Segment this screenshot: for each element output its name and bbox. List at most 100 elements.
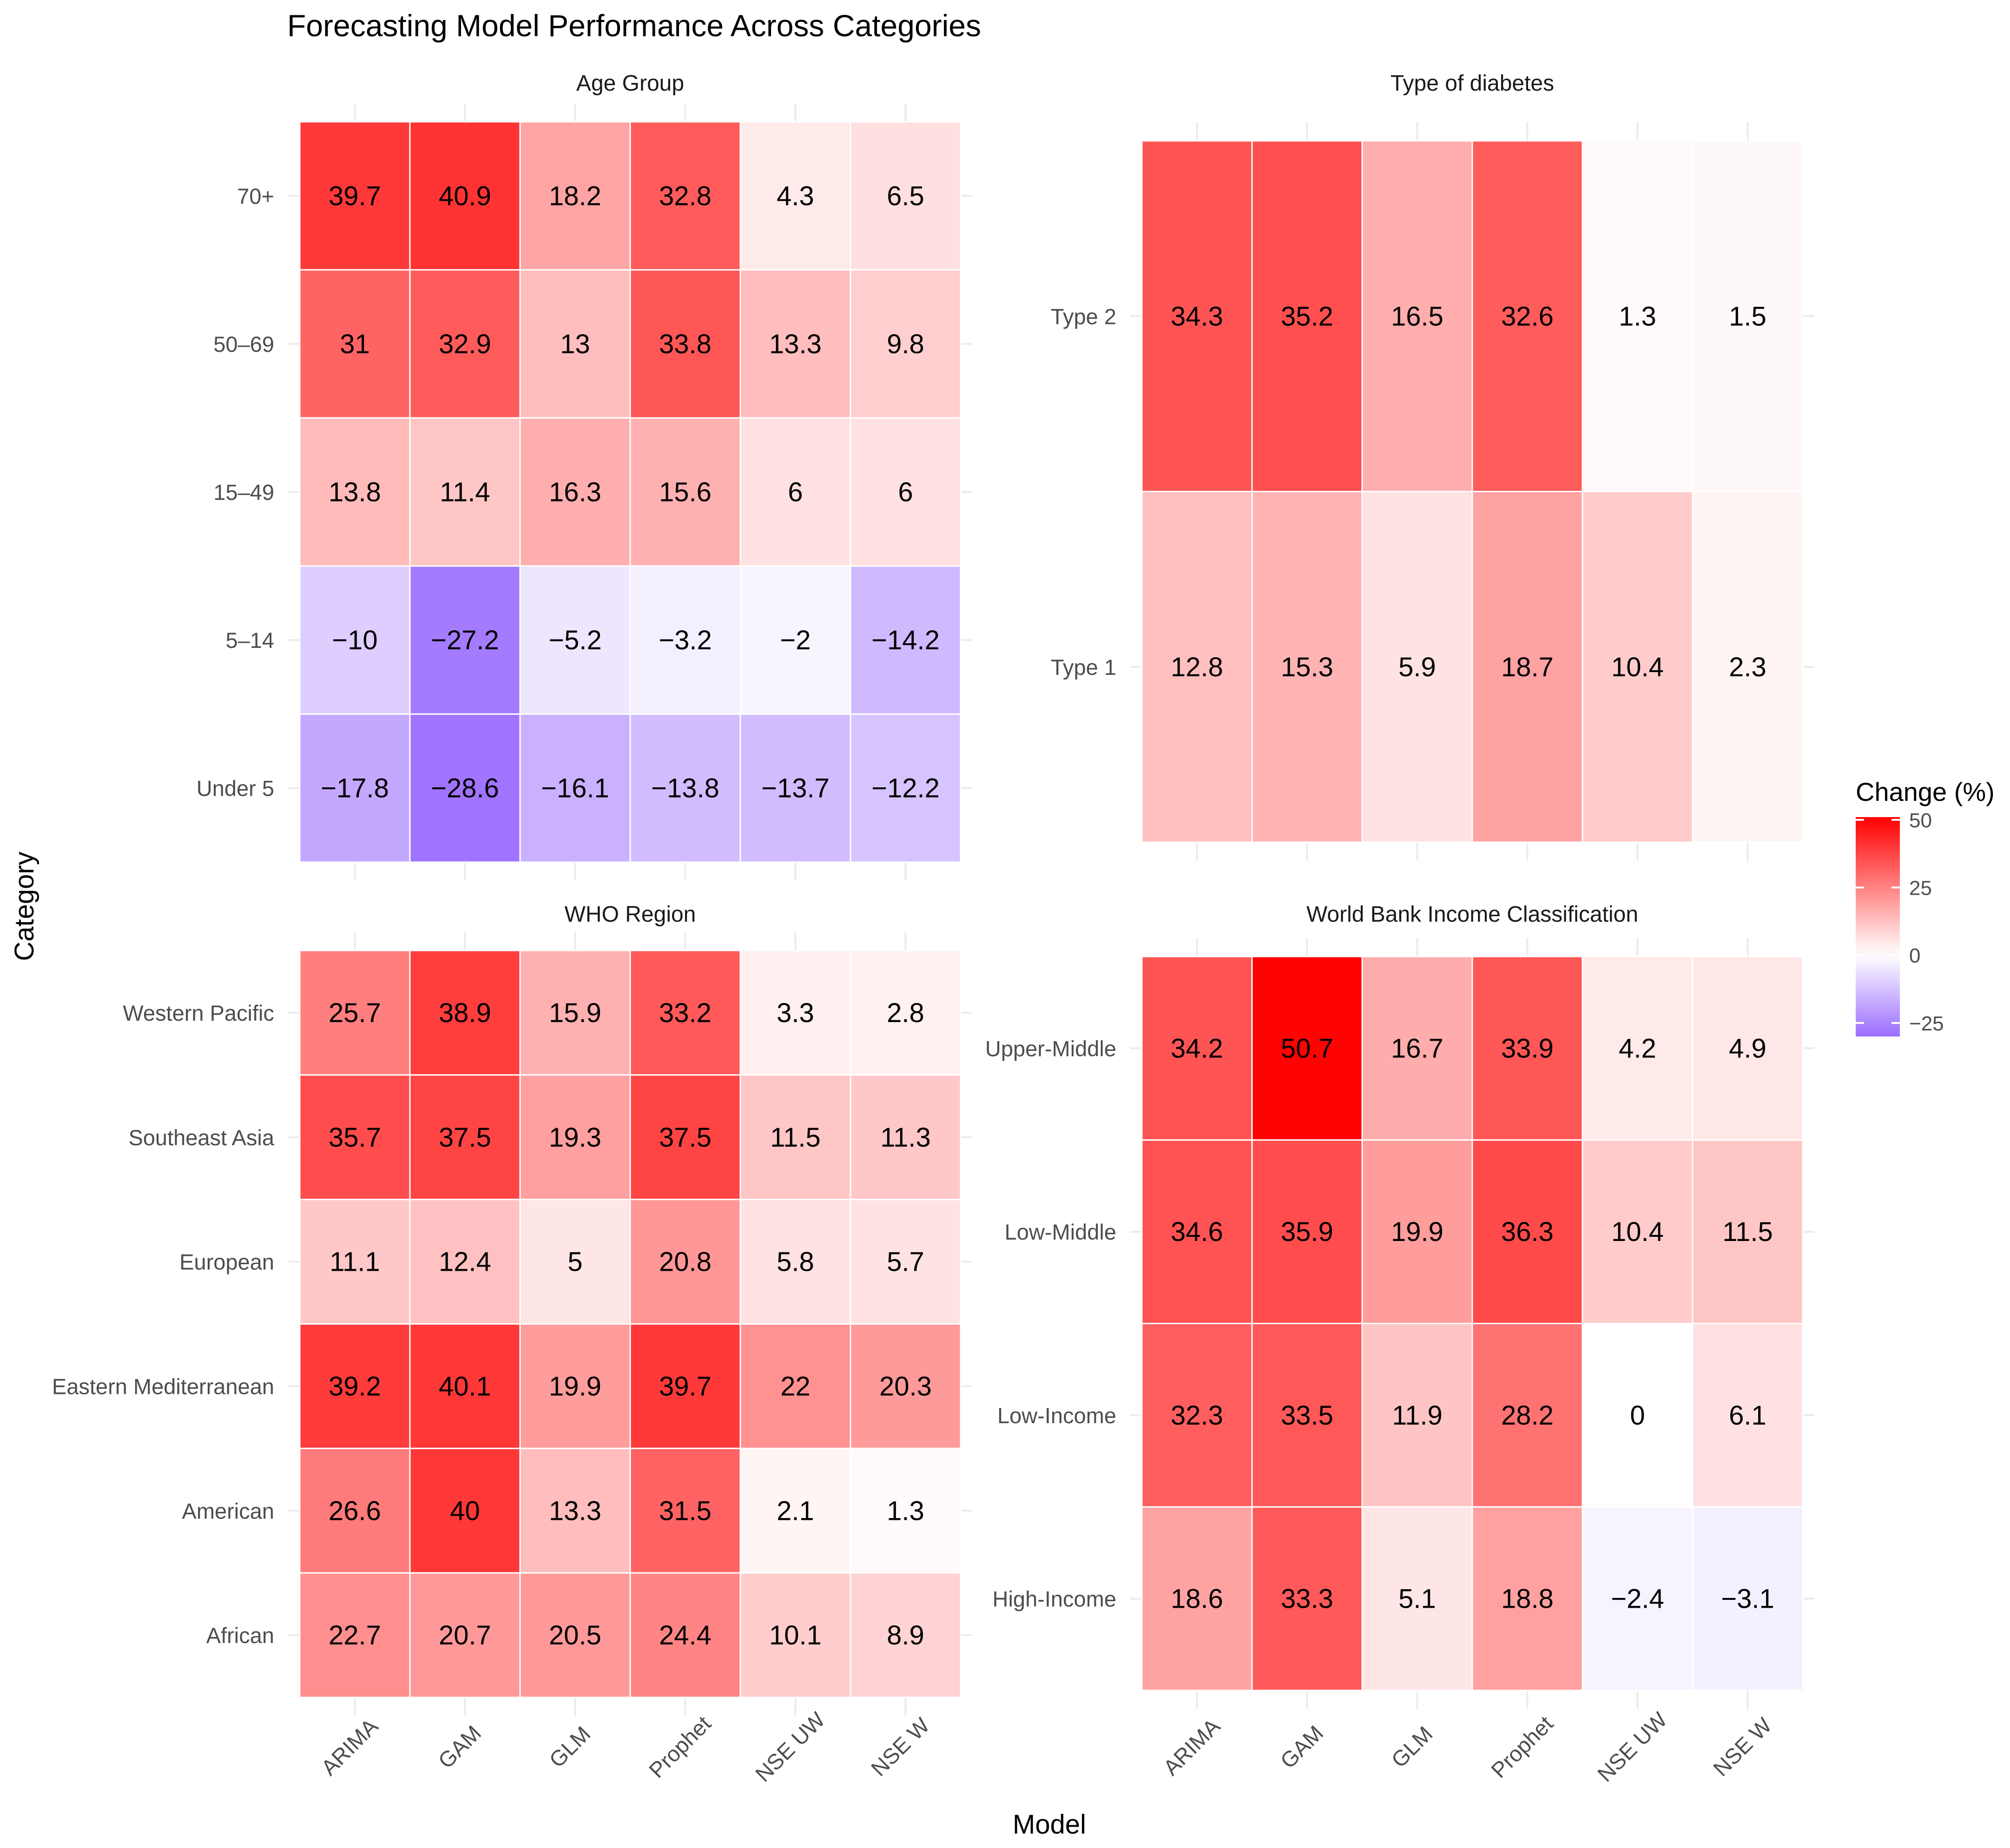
heatmap-cell [739,121,851,271]
heatmap-cell [1471,491,1583,843]
cell-value-label: 39.7 [329,181,381,211]
cell-value-label: 6.5 [887,181,924,211]
cell-value-label: 39.2 [329,1371,381,1401]
heatmap-cell [1692,956,1804,1141]
heatmap-cell [629,713,741,863]
legend-title: Change (%) [1856,777,1995,806]
y-tick-label: Type 2 [1051,304,1116,329]
cell-value-label: −3.2 [659,625,712,655]
heatmap-cell [1471,1506,1583,1691]
legend-tick-label: 0 [1909,944,1920,967]
cell-value-label: 31.5 [659,1496,712,1526]
cell-value-label: 1.3 [1619,301,1656,331]
cell-value-label: 35.7 [329,1122,381,1153]
heatmap-cell [409,1199,521,1325]
cell-value-label: 5.8 [777,1247,814,1277]
panel-2: Type of diabetes 34.3 35.2 16.5 32.6 1.3 1.5 12… [1051,71,1814,861]
heatmap-cell [409,565,521,715]
heatmap-cell [519,121,631,271]
cell-value-label: 5.1 [1398,1584,1436,1614]
heatmap-cell [409,713,521,863]
heatmap-cell [1251,491,1363,843]
heatmap-cell [299,1447,411,1574]
heatmap-cell [299,950,411,1076]
legend-tick-label: 50 [1909,809,1932,832]
heatmap-cell [409,1572,521,1698]
cell-value-label: 2.8 [887,998,924,1028]
cell-value-label: 22.7 [329,1620,381,1650]
heatmap-cell [1582,140,1694,492]
heatmap-cell [1251,1506,1363,1691]
cell-value-label: 40.1 [439,1371,491,1401]
cell-value-label: 3.3 [777,998,814,1028]
panel-title: Age Group [576,71,684,96]
heatmap-cell [850,1572,962,1698]
cell-value-label: −5.2 [548,625,602,655]
heatmap-cell [1251,1323,1363,1508]
heatmap-cell [629,1572,741,1698]
cell-value-label: 37.5 [439,1122,491,1153]
heatmap-cell [629,950,741,1076]
cell-value-label: 19.9 [1391,1217,1443,1247]
cell-value-label: −13.8 [651,773,719,804]
panel-title: WHO Region [565,902,696,927]
y-tick-label: Upper-Middle [985,1036,1116,1061]
cell-value-label: −27.2 [431,625,499,655]
cell-value-label: 18.6 [1171,1584,1223,1614]
cell-value-label: 1.3 [887,1496,924,1526]
heatmap-cell [629,565,741,715]
cell-value-label: 38.9 [439,998,491,1028]
cell-value-label: 13 [560,329,590,359]
cell-value-label: 33.2 [659,998,712,1028]
cell-value-label: 6 [898,477,913,508]
heatmap-cell [739,950,851,1076]
x-axis-title: Model [1013,1809,1086,1840]
heatmap-cell [629,1323,741,1449]
cell-value-label: 8.9 [887,1620,924,1650]
heatmap-cell [850,269,962,419]
y-tick-label: Type 1 [1051,655,1116,680]
heatmap-cell [850,121,962,271]
heatmap-cell [519,1074,631,1201]
cell-value-label: 11.9 [1392,1400,1443,1431]
cell-value-label: −10 [332,625,377,655]
cell-value-label: 16.5 [1391,301,1443,331]
cell-value-label: 26.6 [329,1496,381,1526]
cell-value-label: 33.5 [1281,1400,1333,1431]
y-tick-label: 15–49 [213,480,274,505]
cell-value-label: 16.3 [549,477,601,508]
cell-value-label: 1.5 [1729,301,1766,331]
cell-value-label: −13.7 [761,773,830,804]
cell-value-label: 34.3 [1171,301,1223,331]
heatmap-cell [1692,491,1804,843]
cell-value-label: 34.6 [1171,1217,1223,1247]
heatmap-cell [739,1572,851,1698]
heatmap-cell [1361,1323,1473,1508]
panel-title: World Bank Income Classification [1306,902,1638,927]
cell-value-label: 33.3 [1281,1584,1333,1614]
cell-value-label: 2.1 [777,1496,814,1526]
cell-value-label: −2.4 [1611,1584,1664,1614]
heatmap-cell [519,950,631,1076]
heatmap-cell [739,269,851,419]
heatmap-cell [1692,1139,1804,1324]
heatmap-cell [629,1074,741,1201]
cell-value-label: 11.1 [330,1247,380,1277]
cell-value-label: 13.8 [329,477,381,508]
cell-value-label: 35.9 [1281,1217,1333,1247]
y-tick-label: Under 5 [197,776,274,801]
cell-value-label: 10.4 [1611,1217,1664,1247]
cell-value-label: −16.1 [541,773,609,804]
heatmap-cell [519,565,631,715]
cell-value-label: 4.9 [1729,1033,1766,1063]
heatmap-cell [299,1572,411,1698]
y-axis-title: Category [9,851,40,961]
cell-value-label: 18.8 [1501,1584,1554,1614]
heatmap-cell [1471,1323,1583,1508]
cell-value-label: 6.1 [1729,1400,1766,1431]
cell-value-label: 25.7 [329,998,381,1028]
heatmap-cell [850,1447,962,1574]
cell-value-label: 0 [1630,1400,1645,1431]
y-tick-label: Southeast Asia [128,1125,274,1150]
